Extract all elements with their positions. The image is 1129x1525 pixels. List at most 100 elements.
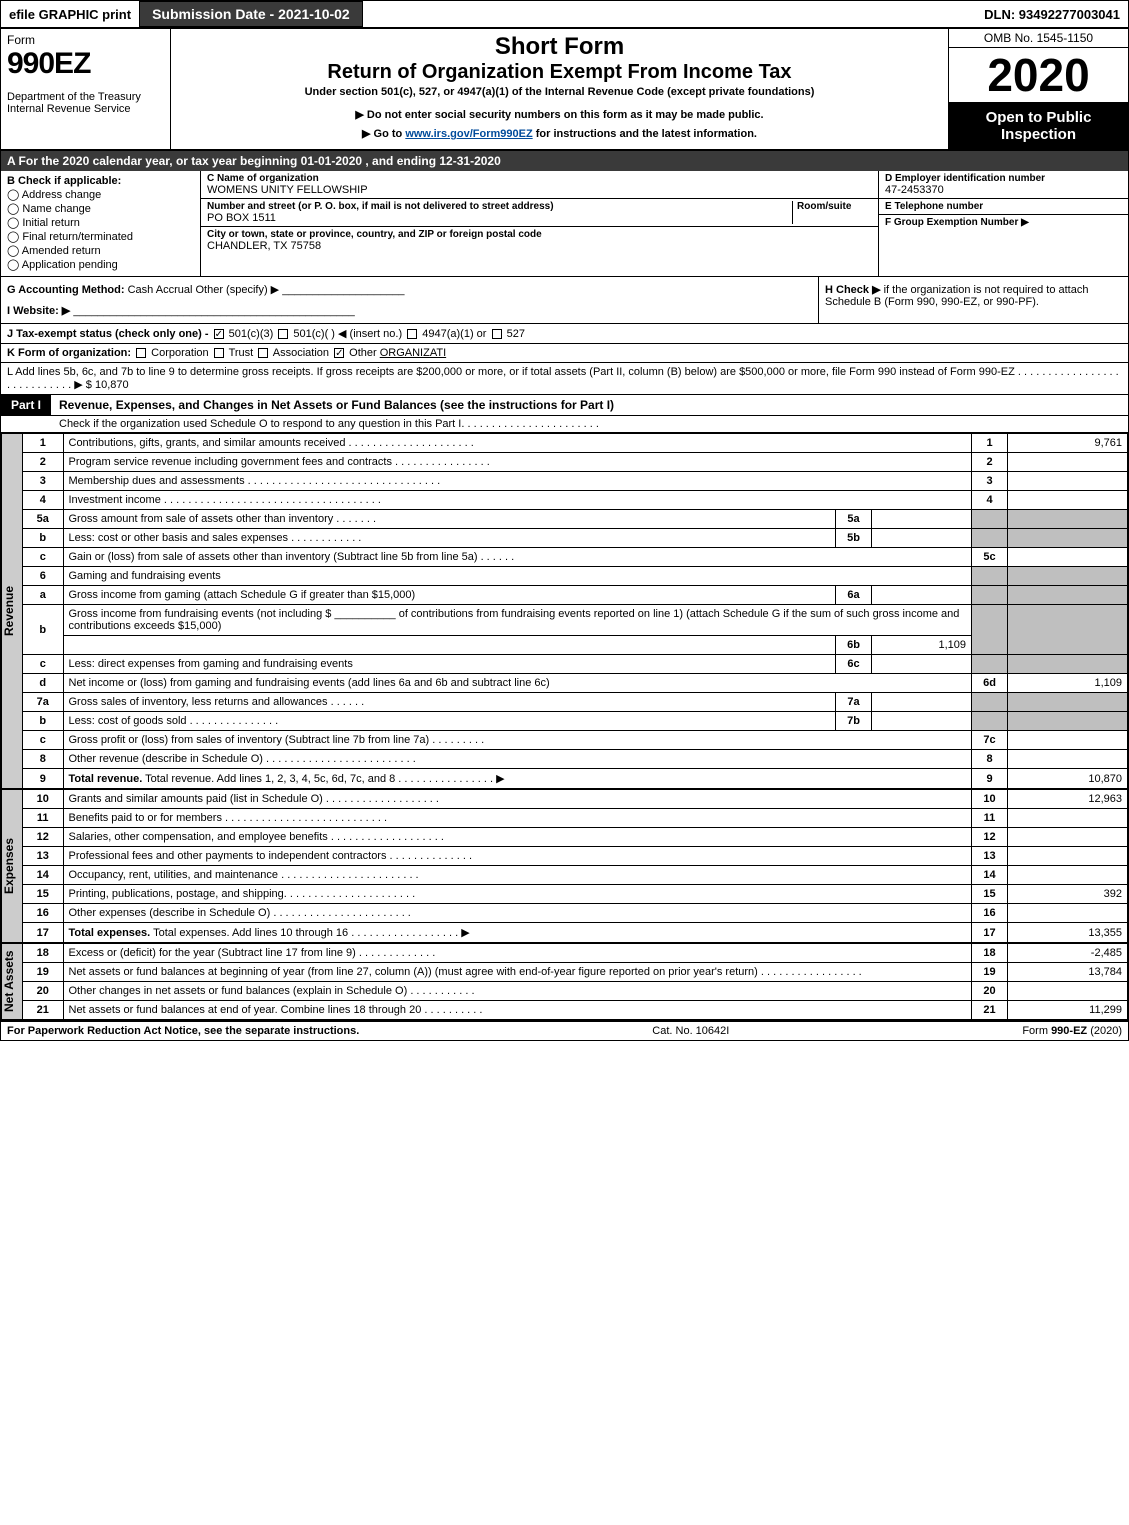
short-form-title: Short Form bbox=[177, 33, 942, 61]
amt-21: 11,299 bbox=[1008, 1001, 1128, 1020]
amt-6b: 1,109 bbox=[872, 636, 972, 655]
goto-pre: ▶ Go to bbox=[362, 128, 405, 140]
chk-name[interactable]: ◯ Name change bbox=[7, 202, 194, 215]
part1-header: Part I Revenue, Expenses, and Changes in… bbox=[1, 395, 1128, 416]
form-number: 990EZ bbox=[7, 47, 164, 81]
revenue-section: Revenue 1Contributions, gifts, grants, a… bbox=[1, 433, 1128, 789]
revenue-table: 1Contributions, gifts, grants, and simil… bbox=[23, 433, 1128, 789]
k-other-val: ORGANIZATI bbox=[380, 347, 446, 359]
amt-17: 13,355 bbox=[1008, 923, 1128, 943]
irs-link[interactable]: www.irs.gov/Form990EZ bbox=[405, 128, 532, 140]
amt-15: 392 bbox=[1008, 885, 1128, 904]
header-right: OMB No. 1545-1150 2020 Open to Public In… bbox=[948, 29, 1128, 149]
ssn-note: ▶ Do not enter social security numbers o… bbox=[177, 108, 942, 121]
department-label: Department of the Treasury Internal Reve… bbox=[7, 91, 164, 115]
revenue-sidelabel: Revenue bbox=[1, 433, 23, 789]
c-city-row: City or town, state or province, country… bbox=[201, 227, 878, 254]
cb-other[interactable] bbox=[334, 348, 344, 358]
footer-left: For Paperwork Reduction Act Notice, see … bbox=[7, 1025, 359, 1037]
c-street-lbl: Number and street (or P. O. box, if mail… bbox=[207, 201, 792, 212]
chk-address[interactable]: ◯ Address change bbox=[7, 188, 194, 201]
part1-sub: Check if the organization used Schedule … bbox=[1, 416, 1128, 433]
cb-assoc[interactable] bbox=[258, 348, 268, 358]
j-label: J Tax-exempt status (check only one) - bbox=[7, 328, 209, 340]
amt-6d: 1,109 bbox=[1008, 674, 1128, 693]
g-accounting: G Accounting Method: Cash Accrual Other … bbox=[1, 277, 818, 323]
tel-lbl: E Telephone number bbox=[885, 201, 1122, 212]
footer-right: Form 990-EZ (2020) bbox=[1022, 1025, 1122, 1037]
col-b: B Check if applicable: ◯ Address change … bbox=[1, 171, 201, 276]
block-bcdef: B Check if applicable: ◯ Address change … bbox=[1, 171, 1128, 277]
form-990ez-page: efile GRAPHIC print Submission Date - 20… bbox=[0, 0, 1129, 1041]
city: CHANDLER, TX 75758 bbox=[207, 240, 872, 252]
f-group-row: F Group Exemption Number ▶ bbox=[879, 215, 1128, 276]
header-left: Form 990EZ Department of the Treasury In… bbox=[1, 29, 171, 149]
form-label: Form bbox=[7, 33, 164, 47]
expenses-sidelabel: Expenses bbox=[1, 789, 23, 943]
k-label: K Form of organization: bbox=[7, 347, 131, 359]
amt-1: 9,761 bbox=[1008, 434, 1128, 453]
header-mid: Short Form Return of Organization Exempt… bbox=[171, 29, 948, 149]
l-arrow: ▶ $ bbox=[74, 379, 92, 391]
topbar: efile GRAPHIC print Submission Date - 20… bbox=[1, 1, 1128, 29]
goto-post: for instructions and the latest informat… bbox=[533, 128, 757, 140]
col-c: C Name of organization WOMENS UNITY FELL… bbox=[201, 171, 878, 276]
expenses-table: 10Grants and similar amounts paid (list … bbox=[23, 789, 1128, 943]
cb-501c[interactable] bbox=[278, 329, 288, 339]
chk-initial[interactable]: ◯ Initial return bbox=[7, 216, 194, 229]
netassets-section: Net Assets 18Excess or (deficit) for the… bbox=[1, 943, 1128, 1020]
c-name-lbl: C Name of organization bbox=[207, 173, 872, 184]
org-name: WOMENS UNITY FELLOWSHIP bbox=[207, 184, 872, 196]
j-row: J Tax-exempt status (check only one) - 5… bbox=[1, 324, 1128, 344]
c-street-row: Number and street (or P. O. box, if mail… bbox=[201, 199, 878, 227]
b-title: B Check if applicable: bbox=[7, 175, 194, 187]
h-label: H Check ▶ bbox=[825, 284, 881, 296]
chk-pending[interactable]: ◯ Application pending bbox=[7, 258, 194, 271]
amt-9: 10,870 bbox=[1008, 769, 1128, 789]
under-section: Under section 501(c), 527, or 4947(a)(1)… bbox=[177, 86, 942, 98]
dln: DLN: 93492277003041 bbox=[976, 4, 1128, 25]
footer: For Paperwork Reduction Act Notice, see … bbox=[1, 1020, 1128, 1040]
omb-number: OMB No. 1545-1150 bbox=[949, 29, 1128, 48]
tax-year-line: A For the 2020 calendar year, or tax yea… bbox=[1, 151, 1128, 171]
gh-row: G Accounting Method: Cash Accrual Other … bbox=[1, 277, 1128, 324]
part1-title: Revenue, Expenses, and Changes in Net As… bbox=[59, 395, 614, 415]
k-row: K Form of organization: Corporation Trus… bbox=[1, 344, 1128, 363]
amt-18: -2,485 bbox=[1008, 944, 1128, 963]
part1-tab: Part I bbox=[1, 395, 51, 415]
street: PO BOX 1511 bbox=[207, 212, 792, 224]
cb-trust[interactable] bbox=[214, 348, 224, 358]
d-ein-row: D Employer identification number 47-2453… bbox=[879, 171, 1128, 199]
l-text: L Add lines 5b, 6c, and 7b to line 9 to … bbox=[7, 366, 1015, 378]
g-label: G Accounting Method: bbox=[7, 284, 125, 296]
tax-year: 2020 bbox=[949, 48, 1128, 103]
efile-label: efile GRAPHIC print bbox=[1, 4, 139, 25]
c-city-lbl: City or town, state or province, country… bbox=[207, 229, 872, 240]
col-d: D Employer identification number 47-2453… bbox=[878, 171, 1128, 276]
l-val: 10,870 bbox=[95, 379, 129, 391]
chk-final[interactable]: ◯ Final return/terminated bbox=[7, 230, 194, 243]
chk-amended[interactable]: ◯ Amended return bbox=[7, 244, 194, 257]
submission-date: Submission Date - 2021-10-02 bbox=[139, 1, 363, 27]
open-inspection: Open to Public Inspection bbox=[949, 103, 1128, 149]
ein-lbl: D Employer identification number bbox=[885, 173, 1122, 184]
amt-10: 12,963 bbox=[1008, 790, 1128, 809]
form-header: Form 990EZ Department of the Treasury In… bbox=[1, 29, 1128, 151]
cb-501c3[interactable] bbox=[214, 329, 224, 339]
footer-mid: Cat. No. 10642I bbox=[652, 1025, 729, 1037]
goto-line: ▶ Go to www.irs.gov/Form990EZ for instru… bbox=[177, 127, 942, 140]
group-lbl: F Group Exemption Number ▶ bbox=[885, 217, 1122, 228]
cb-4947[interactable] bbox=[407, 329, 417, 339]
netassets-table: 18Excess or (deficit) for the year (Subt… bbox=[23, 943, 1128, 1020]
ein: 47-2453370 bbox=[885, 184, 1122, 196]
cb-527[interactable] bbox=[492, 329, 502, 339]
i-label: I Website: ▶ bbox=[7, 305, 70, 317]
h-schedule-b: H Check ▶ if the organization is not req… bbox=[818, 277, 1128, 323]
expenses-section: Expenses 10Grants and similar amounts pa… bbox=[1, 789, 1128, 943]
netassets-sidelabel: Net Assets bbox=[1, 943, 23, 1020]
cb-corp[interactable] bbox=[136, 348, 146, 358]
amt-19: 13,784 bbox=[1008, 963, 1128, 982]
l-row: L Add lines 5b, 6c, and 7b to line 9 to … bbox=[1, 363, 1128, 395]
return-title: Return of Organization Exempt From Incom… bbox=[177, 61, 942, 84]
e-tel-row: E Telephone number bbox=[879, 199, 1128, 215]
